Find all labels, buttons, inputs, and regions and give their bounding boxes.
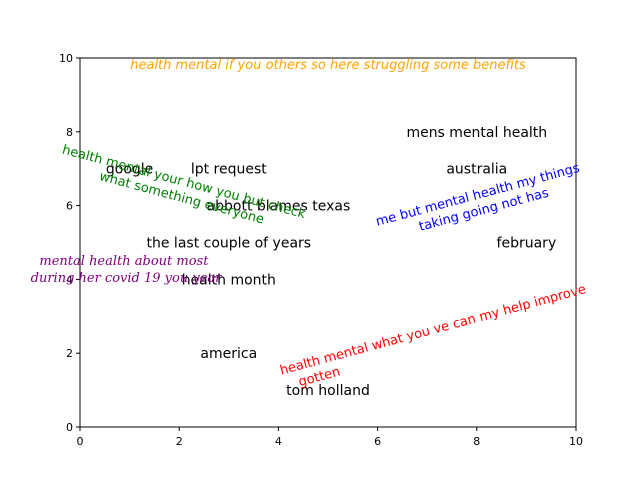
- word-label-5: america: [200, 346, 257, 362]
- word-labels: google lpt request abbott blames texas the …: [106, 125, 556, 399]
- y-tick-label-5: 10: [59, 52, 73, 65]
- x-tick-label-5: 10: [569, 435, 583, 448]
- word-label-3: the last couple of years: [147, 236, 312, 252]
- word-label-8: australia: [446, 162, 507, 178]
- y-tick-label-2: 4: [66, 273, 73, 286]
- annotation-orange: health mental if you others so here stru…: [130, 58, 526, 73]
- word-label-9: february: [497, 236, 557, 252]
- axis-ticks: 0 2 4 6 8 10 0 2 4 6 8 10: [59, 52, 583, 448]
- x-tick-label-3: 6: [374, 435, 381, 448]
- plot-area: [79, 57, 577, 428]
- word-label-2: abbott blames texas: [207, 199, 351, 215]
- annotation-purple-line2: during her covid 19 you year: [31, 271, 223, 286]
- y-tick-label-4: 8: [66, 126, 73, 139]
- x-tick-label-0: 0: [77, 435, 84, 448]
- word-label-7: mens mental health: [406, 125, 547, 141]
- word-label-0: google: [106, 162, 153, 178]
- word-label-4: health month: [182, 272, 276, 288]
- annotation-purple: mental health about most during her covi…: [31, 254, 223, 286]
- y-tick-label-3: 6: [66, 200, 73, 213]
- y-tick-label-1: 2: [66, 347, 73, 360]
- word-label-1: lpt request: [191, 162, 267, 178]
- x-tick-label-1: 2: [176, 435, 183, 448]
- x-tick-label-2: 4: [275, 435, 282, 448]
- word-label-6: tom holland: [286, 383, 370, 399]
- y-tick-label-0: 0: [66, 421, 73, 434]
- x-tick-label-4: 8: [473, 435, 480, 448]
- annotation-purple-line1: mental health about most: [39, 254, 209, 269]
